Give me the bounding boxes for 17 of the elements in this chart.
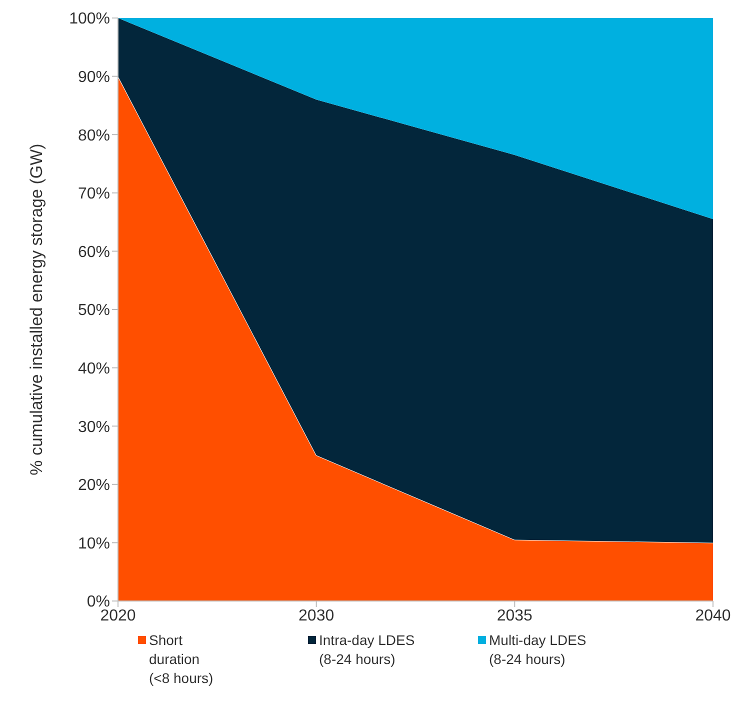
x-tick-label: 2035 (496, 607, 533, 624)
y-tick-label: 100% (69, 10, 110, 28)
legend-label: Short duration (<8 hours) (149, 631, 214, 688)
y-tick-label: 20% (78, 477, 110, 494)
y-tick-label: 60% (78, 244, 110, 261)
y-tick-label: 80% (78, 127, 110, 144)
y-tick-label: 40% (78, 360, 110, 378)
x-tick-label: 2040 (695, 607, 731, 624)
y-tick-label: 70% (78, 186, 110, 203)
y-tick-label: 30% (78, 418, 110, 436)
y-tick-label: 90% (78, 68, 110, 86)
y-tick-label: 50% (78, 302, 110, 320)
legend-label: Multi-day LDES (8-24 hours) (489, 631, 586, 669)
y-axis-title: % cumulative installed energy storage (GW) (27, 144, 46, 476)
y-tick-label: 10% (78, 535, 110, 552)
x-tick-label: 2030 (298, 607, 334, 624)
legend-label: Intra-day LDES (8-24 hours) (319, 631, 415, 669)
